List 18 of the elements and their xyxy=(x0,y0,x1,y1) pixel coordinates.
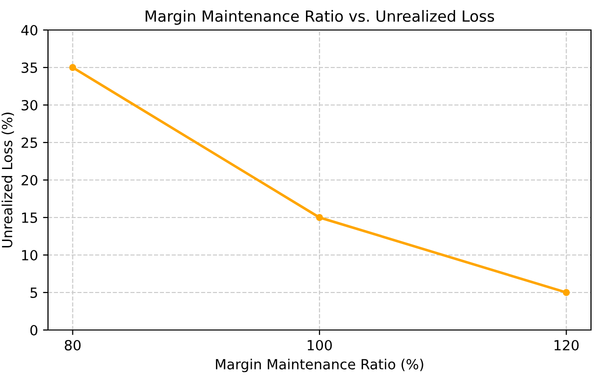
point xyxy=(69,64,76,71)
y-axis-title: Unrealized Loss (%) xyxy=(2,112,14,248)
y-tick-label: 5 xyxy=(30,288,38,298)
y-tick-label: 20 xyxy=(22,174,38,186)
y-tick-label: 30 xyxy=(22,100,38,110)
y-tick-label: 15 xyxy=(22,212,38,223)
point xyxy=(562,289,570,296)
chart-title: Margin Maintenance Ratio vs. Unrealized Loss xyxy=(146,10,494,25)
y-tick-label: 25 xyxy=(22,137,38,148)
x-axis-title: Margin Maintenance Ratio (%) xyxy=(216,358,424,372)
y-tick-label: 40 xyxy=(21,24,38,36)
y-tick-label: 10 xyxy=(22,250,38,260)
x-tick-label: 100 xyxy=(308,340,332,350)
x-tick-label: 120 xyxy=(554,340,579,350)
y-tick-label: 35 xyxy=(22,62,38,73)
point xyxy=(316,214,323,221)
y-tick-label: 0 xyxy=(30,324,38,336)
x-tick-label: 80 xyxy=(64,340,81,350)
